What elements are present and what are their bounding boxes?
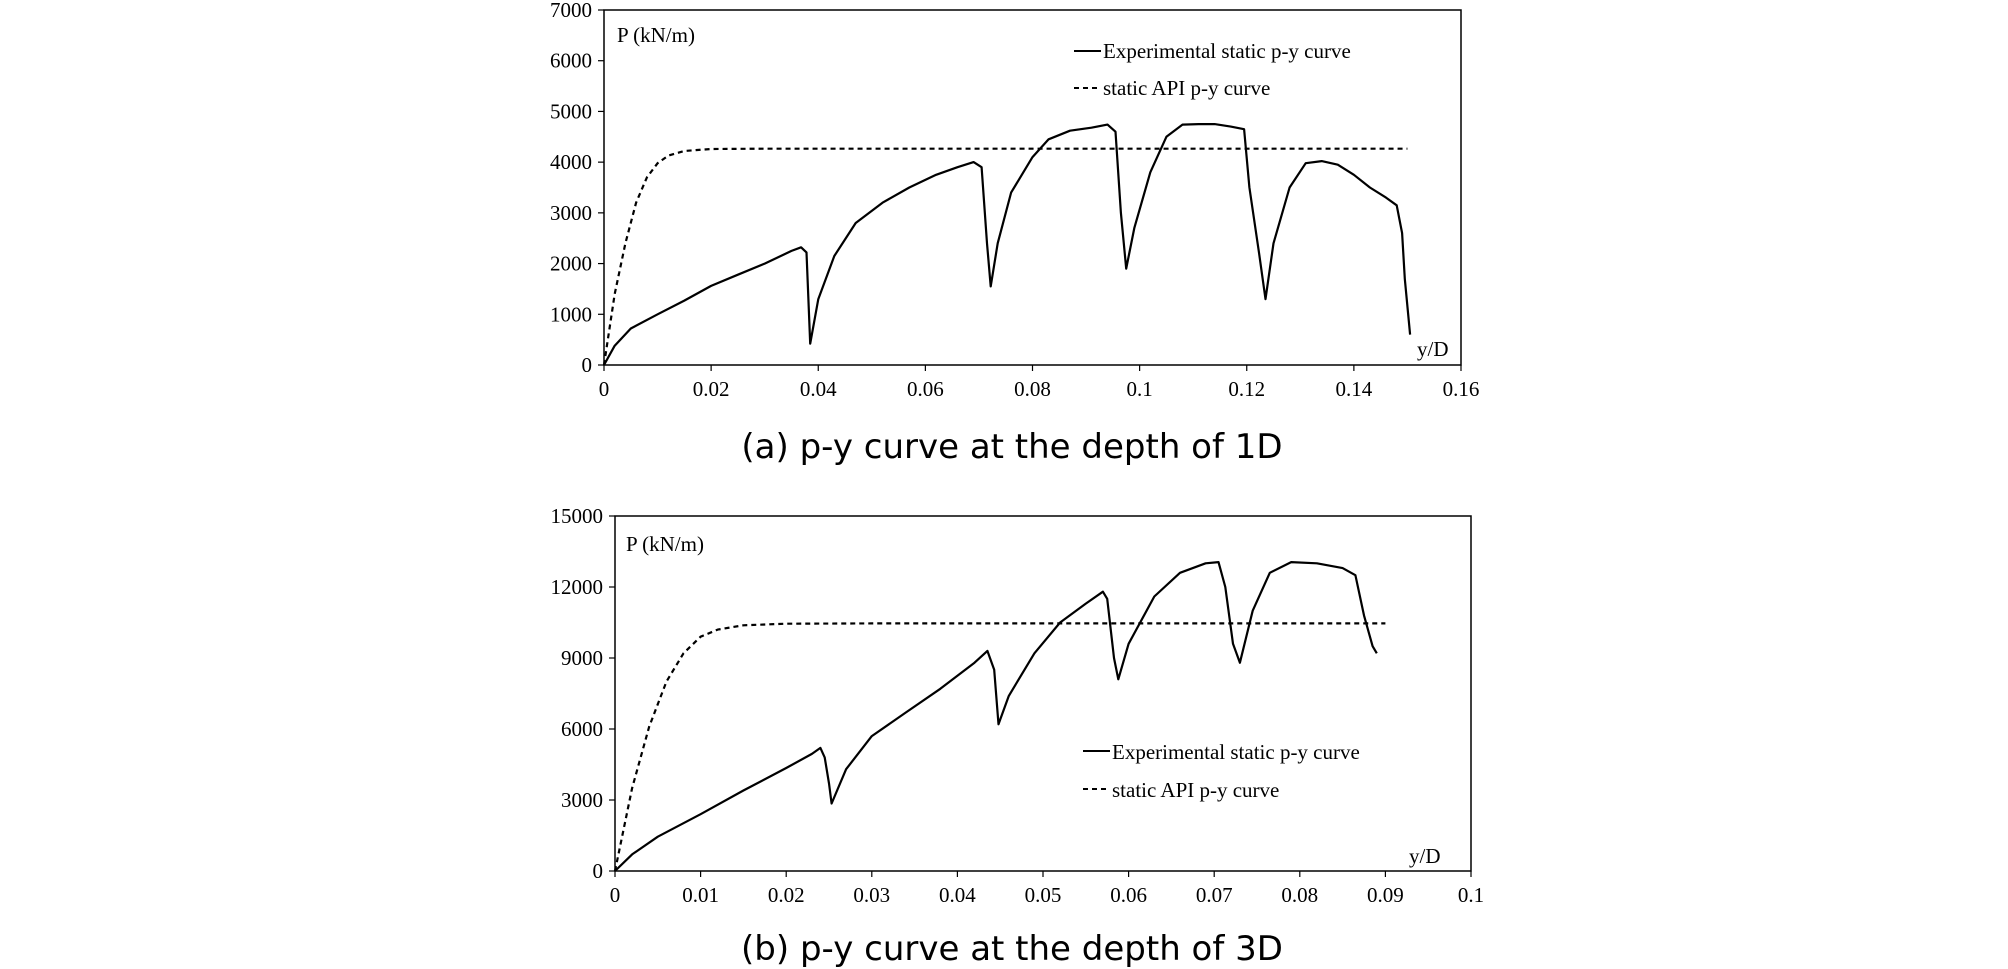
x-tick-label: 0 xyxy=(610,883,621,907)
x-tick-label: 0.04 xyxy=(800,377,837,401)
y-axis-ticks: 0 1000 2000 3000 4000 5000 6000 7000 xyxy=(550,0,604,377)
x-tick-label: 0.06 xyxy=(907,377,944,401)
series-layer xyxy=(602,123,1412,366)
x-tick-label: 0.08 xyxy=(1281,883,1318,907)
legend-label-experimental: Experimental static p-y curve xyxy=(1112,740,1360,764)
y-tick-label: 3000 xyxy=(550,201,592,225)
x-tick-label: 0.03 xyxy=(853,883,890,907)
y-tick-label: 4000 xyxy=(550,150,592,174)
y-tick-label: 2000 xyxy=(550,252,592,276)
y-tick-label: 12000 xyxy=(551,575,604,599)
series-layer xyxy=(613,561,1386,872)
series-line-api xyxy=(602,147,1408,366)
x-tick-label: 0.1 xyxy=(1127,377,1153,401)
x-tick-label: 0.02 xyxy=(768,883,805,907)
caption: (a) p-y curve at the depth of 1D xyxy=(741,427,1282,467)
y-axis-label: P (kN/m) xyxy=(617,23,695,47)
x-tick-label: 0.08 xyxy=(1014,377,1051,401)
legend-label-api: static API p-y curve xyxy=(1112,778,1279,802)
x-axis-label: y/D xyxy=(1417,337,1449,361)
y-tick-label: 1000 xyxy=(550,302,592,326)
y-tick-label: 3000 xyxy=(561,788,603,812)
legend: Experimental static p-y curve static API… xyxy=(1074,39,1351,100)
x-tick-label: 0.07 xyxy=(1196,883,1233,907)
x-tick-label: 0.01 xyxy=(682,883,719,907)
x-axis-label: y/D xyxy=(1409,844,1441,868)
x-tick-label: 0.14 xyxy=(1336,377,1373,401)
legend-label-api: static API p-y curve xyxy=(1103,76,1270,100)
y-tick-label: 0 xyxy=(593,859,604,883)
x-axis-ticks: 0 0.01 0.02 0.03 0.04 0.05 0.06 0.07 0.08 0.09 0.1 xyxy=(610,871,1484,907)
x-tick-label: 0.12 xyxy=(1228,377,1265,401)
y-tick-label: 7000 xyxy=(550,0,592,22)
y-tick-label: 5000 xyxy=(550,99,592,123)
series-line-experimental xyxy=(614,561,1378,872)
x-tick-label: 0.09 xyxy=(1367,883,1404,907)
y-tick-label: 6000 xyxy=(561,717,603,741)
legend: Experimental static p-y curve static API… xyxy=(1083,740,1360,802)
y-tick-label: 9000 xyxy=(561,646,603,670)
legend-label-experimental: Experimental static p-y curve xyxy=(1103,39,1351,63)
series-line-api xyxy=(613,622,1386,872)
y-axis-ticks: 0 3000 6000 9000 12000 15000 xyxy=(551,504,615,883)
x-tick-label: 0.02 xyxy=(693,377,730,401)
series-line-experimental xyxy=(603,123,1412,366)
chart-b: 0 3000 6000 9000 12000 15000 0 0.01 0.02 0.03 0.0… xyxy=(551,504,1485,969)
y-axis-label: P (kN/m) xyxy=(626,532,704,556)
x-tick-label: 0.04 xyxy=(939,883,976,907)
x-tick-label: 0 xyxy=(599,377,610,401)
x-tick-label: 0.06 xyxy=(1110,883,1147,907)
x-tick-label: 0.1 xyxy=(1458,883,1484,907)
y-tick-label: 15000 xyxy=(551,504,604,528)
y-tick-label: 6000 xyxy=(550,49,592,73)
x-axis-ticks: 0 0.02 0.04 0.06 0.08 0.1 0.12 0.14 0.16 xyxy=(599,365,1480,401)
y-tick-label: 0 xyxy=(582,353,593,377)
x-tick-label: 0.05 xyxy=(1025,883,1062,907)
plot-area-border xyxy=(603,9,1462,366)
x-tick-label: 0.16 xyxy=(1443,377,1480,401)
caption: (b) p-y curve at the depth of 3D xyxy=(741,929,1283,969)
